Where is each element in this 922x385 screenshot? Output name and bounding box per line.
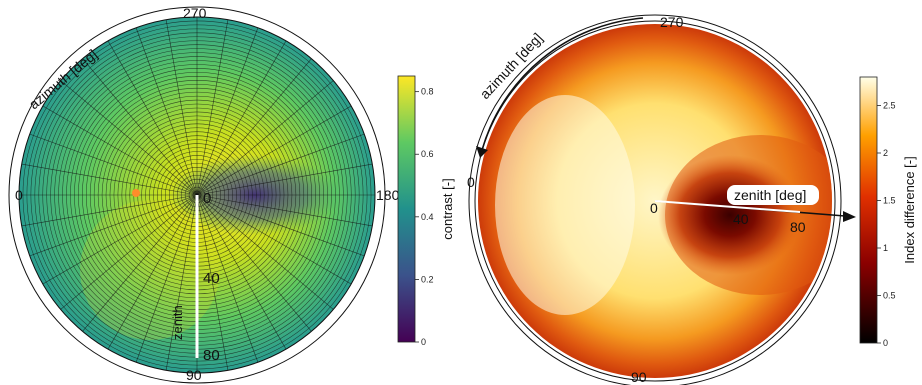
azimuth-gridline — [165, 19, 198, 196]
plot2-azimuth-arrow-arc — [481, 17, 644, 151]
plot1-azimuth-tick-270: 270 — [183, 5, 207, 21]
plot1-outer-frame — [8, 6, 386, 384]
plot2-bright-region — [495, 95, 635, 315]
plot1-colorbar-label: contrast [-] — [440, 178, 455, 239]
azimuth-gridline — [42, 105, 198, 196]
azimuth-gridline — [196, 58, 312, 196]
plot2-zenith-arrowhead — [843, 211, 856, 222]
azimuth-gridline — [21, 163, 198, 196]
plot1-edge — [18, 16, 376, 374]
plot2-colorbar — [859, 76, 878, 344]
azimuth-gridline — [107, 40, 198, 196]
plot1-zenith-tick-80: 80 — [203, 347, 220, 364]
azimuth-gridline — [196, 194, 373, 227]
plot2-dark-spot — [658, 155, 802, 275]
azimuth-gridline — [196, 19, 229, 196]
azimuth-gridline — [60, 80, 198, 196]
azimuth-gridline — [196, 133, 365, 196]
plot2-colorbar-label: Index difference [-] — [902, 156, 917, 263]
plot1-azimuth-tick-90: 90 — [186, 367, 202, 383]
azimuth-gridline — [82, 58, 198, 196]
plot2-colorbar-tick-label: 0.5 — [883, 291, 896, 301]
plot2-inner-ring — [474, 20, 836, 382]
azimuth-gridline — [196, 163, 373, 196]
plot2-zenith-tick-0: 0 — [650, 200, 658, 216]
azimuth-gridline — [29, 194, 198, 257]
index-difference-polar-plot: azimuth [deg] 0 90 270 zenith [deg] 0 40… — [467, 14, 917, 385]
azimuth-gridline — [135, 194, 198, 363]
plot2-zenith-axis — [654, 200, 801, 213]
plot1-colorbar-tick-label: 0.4 — [421, 212, 434, 222]
plot2-colorbar-ticks: 0 0.5 1 1.5 2 2.5 — [877, 101, 896, 348]
azimuth-gridline — [196, 105, 352, 196]
azimuth-gridline — [21, 194, 198, 227]
azimuth-gridline — [196, 40, 287, 196]
plot2-azimuth-arrowhead — [476, 146, 488, 158]
plot2-azimuth-tick-270: 270 — [660, 14, 684, 30]
plot2-colorbar-tick-label: 1 — [883, 243, 888, 253]
plot2-zenith-label-box — [727, 185, 819, 205]
azimuth-gridline — [42, 194, 198, 285]
plot2-zenith-label: zenith [deg] — [734, 187, 806, 203]
plot1-colorbar-tick-label: 0.6 — [421, 149, 434, 159]
azimuth-gridline — [107, 194, 198, 350]
plot2-azimuth-tick-90: 90 — [631, 369, 647, 385]
plot2-colorbar-tick-label: 1.5 — [883, 196, 896, 206]
plot1-colorbar-tick-label: 0.2 — [421, 274, 434, 284]
plot1-zenith-label: zenith — [170, 305, 185, 340]
azimuth-gridline — [196, 194, 287, 350]
plot1-colorbar-tick-label: 0.8 — [421, 87, 434, 97]
azimuth-gridline — [196, 194, 352, 285]
azimuth-gridline — [196, 194, 229, 371]
plot2-outer-ring — [468, 14, 842, 385]
plot2-colorbar-tick-label: 2 — [883, 148, 888, 158]
azimuth-gridline — [135, 27, 198, 196]
azimuth-gridline — [29, 133, 198, 196]
plot1-azimuth-tick-180: 180 — [376, 187, 400, 203]
azimuth-gridline — [196, 27, 259, 196]
azimuth-gridline — [196, 194, 334, 310]
plot2-zenith-tick-40: 40 — [733, 211, 749, 227]
plot1-colorbar-tick-label: 0 — [421, 337, 426, 347]
plot1-azimuth-tick-0: 0 — [15, 187, 23, 203]
plot2-azimuth-tick-0: 0 — [467, 174, 475, 190]
azimuth-gridline — [60, 194, 198, 310]
azimuth-gridline — [196, 194, 312, 332]
plot1-zenith-tick-0: 0 — [203, 190, 211, 207]
azimuth-gridline — [82, 194, 198, 332]
plot1-marker — [132, 189, 140, 197]
azimuth-gridline — [196, 80, 334, 196]
plot2-zenith-tick-80: 80 — [790, 219, 806, 235]
azimuth-gridline — [196, 194, 365, 257]
azimuth-gridline — [165, 194, 198, 371]
plot1-zenith-tick-40: 40 — [203, 270, 220, 287]
azimuth-gridline — [196, 194, 259, 363]
plot1-colorbar-ticks: 0 0.2 0.4 0.6 0.8 — [415, 87, 434, 347]
plot1-colorbar — [397, 75, 416, 343]
plot2-colorbar-tick-label: 2.5 — [883, 101, 896, 111]
contrast-polar-plot: zenith 0 40 80 0 90 180 270 azimuth [deg… — [8, 5, 455, 384]
plot2-colorbar-tick-label: 0 — [883, 338, 888, 348]
